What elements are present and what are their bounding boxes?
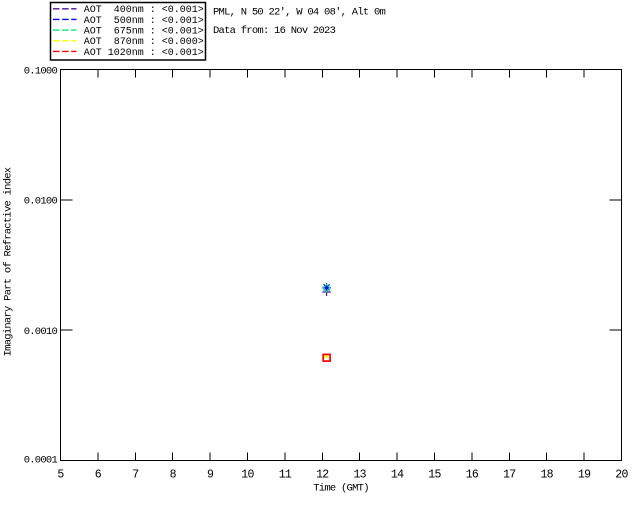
svg-text:12: 12 (316, 468, 329, 481)
svg-text:7: 7 (132, 468, 138, 481)
svg-text:5: 5 (57, 468, 64, 481)
svg-text:14: 14 (391, 468, 404, 481)
svg-text:AOT 500nm : <0.001>: AOT 500nm : <0.001> (84, 16, 204, 27)
svg-text:11: 11 (279, 468, 292, 481)
svg-text:18: 18 (540, 468, 553, 481)
svg-text:Imaginary Part of Refractive i: Imaginary Part of Refractive index (3, 167, 15, 356)
svg-text:13: 13 (353, 468, 366, 481)
svg-text:17: 17 (503, 468, 515, 481)
svg-text:19: 19 (578, 468, 591, 481)
svg-text:8: 8 (170, 468, 177, 481)
svg-text:AOT 400nm : <0.001>: AOT 400nm : <0.001> (84, 5, 204, 16)
svg-text:0.0001: 0.0001 (24, 454, 58, 466)
svg-text:Time (GMT): Time (GMT) (313, 483, 369, 495)
svg-text:20: 20 (615, 468, 628, 481)
svg-text:15: 15 (428, 468, 441, 481)
svg-text:AOT 1020nm : <0.001>: AOT 1020nm : <0.001> (84, 48, 204, 59)
svg-text:10: 10 (241, 468, 254, 481)
svg-text:0.0100: 0.0100 (24, 196, 58, 208)
svg-text:6: 6 (95, 468, 102, 481)
svg-text:PML, N 50 22', W 04 08', Alt 0: PML, N 50 22', W 04 08', Alt 0m (213, 7, 386, 19)
svg-text:9: 9 (207, 468, 214, 481)
svg-text:Data from: 16 Nov 2023: Data from: 16 Nov 2023 (213, 25, 336, 37)
svg-text:16: 16 (466, 468, 479, 481)
svg-text:0.1000: 0.1000 (24, 65, 58, 77)
svg-text:0.0010: 0.0010 (24, 326, 58, 338)
svg-text:AOT 870nm : <0.000>: AOT 870nm : <0.000> (84, 37, 204, 48)
svg-text:AOT 675nm : <0.001>: AOT 675nm : <0.001> (84, 27, 204, 38)
